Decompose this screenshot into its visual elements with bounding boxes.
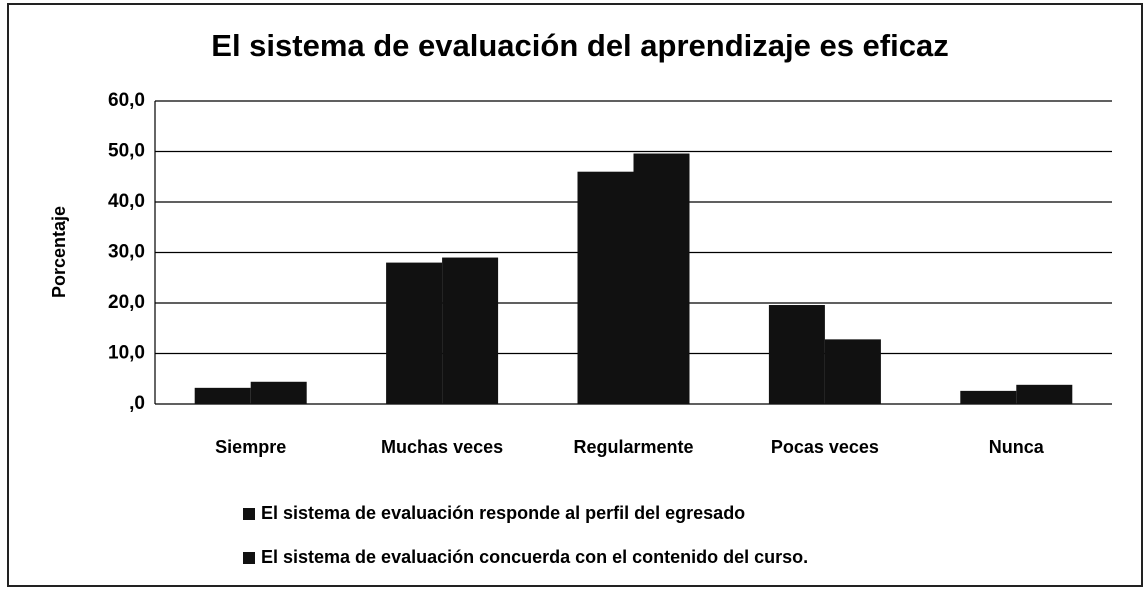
legend-label: El sistema de evaluación responde al per… (261, 503, 745, 523)
bar (768, 305, 825, 404)
x-tick-label: Siempre (215, 437, 286, 457)
y-tick-label: 20,0 (108, 292, 145, 313)
y-tick-label: 50,0 (108, 141, 145, 162)
y-tick-label: 10,0 (108, 343, 145, 364)
bar (250, 381, 307, 404)
legend-marker (243, 508, 255, 520)
legend-marker (243, 552, 255, 564)
bar (386, 262, 443, 404)
bar (194, 387, 251, 404)
legend-label: El sistema de evaluación concuerda con e… (261, 547, 808, 567)
x-tick-label: Muchas veces (381, 437, 503, 457)
y-tick-label: 60,0 (108, 90, 145, 111)
bar (824, 339, 881, 404)
bar (1016, 384, 1073, 404)
x-tick-label: Nunca (989, 437, 1045, 457)
y-tick-label: ,0 (129, 393, 145, 414)
y-tick-label: 40,0 (108, 191, 145, 212)
chart-border (7, 3, 1143, 587)
bar (442, 257, 499, 404)
bar (633, 153, 690, 404)
bar (577, 171, 634, 404)
x-tick-label: Pocas veces (771, 437, 879, 457)
chart-title: El sistema de evaluación del aprendizaje… (211, 28, 948, 63)
y-axis-label: Porcentaje (49, 206, 69, 298)
x-tick-label: Regularmente (573, 437, 693, 457)
y-tick-label: 30,0 (108, 242, 145, 263)
bar (960, 390, 1017, 404)
